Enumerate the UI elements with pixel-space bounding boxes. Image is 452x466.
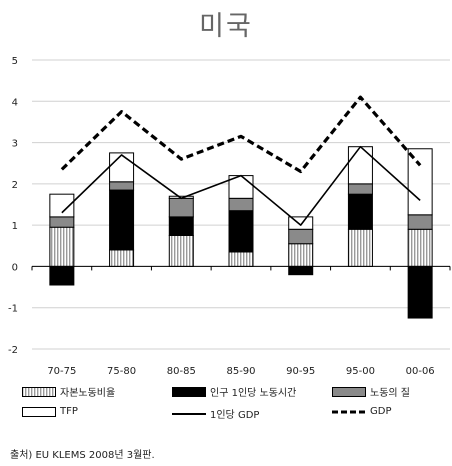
legend-item-per-capita-gdp: 1인당 GDP	[172, 406, 259, 421]
y-tick-label: -2	[8, 345, 18, 356]
legend-label: 자본노동비율	[60, 388, 116, 399]
white-swatch-icon	[22, 406, 56, 417]
legend-label: 인구 1인당 노동시간	[210, 388, 297, 399]
per-capita-gdp-line	[61, 145, 421, 226]
legend-label: 1인당 GDP	[210, 410, 260, 421]
bar-segment-hours	[288, 265, 314, 276]
legend-item-capital: 자본노동비율	[22, 384, 115, 399]
y-tick-label: 1	[12, 221, 18, 232]
chart-plot: -2 -1 0 1 2 3 4 5 70-75 75-80 80-85 85-90 90-95 95-00…	[8, 56, 451, 377]
bar-segment-hours	[49, 265, 75, 286]
bar-segment-tfp	[407, 148, 433, 216]
solid-line-icon	[172, 412, 206, 415]
bar-segment-hours	[347, 193, 373, 230]
x-tick-label: 75-80	[107, 366, 136, 377]
legend-item-quality: 노동의 질	[332, 384, 410, 399]
bar-segment-tfp	[109, 152, 135, 183]
gray-swatch-icon	[332, 386, 366, 397]
y-tick-label: 3	[12, 139, 18, 150]
y-tick-label: -1	[8, 304, 18, 315]
dashed-line-icon	[332, 410, 366, 413]
legend-item-tfp: TFP	[22, 406, 78, 417]
y-tick-label: 0	[12, 262, 18, 273]
bar-segment-quality	[49, 216, 75, 228]
axis-layer: -2 -1 0 1 2 3 4 5 70-75 75-80 80-85 85-90 90-95 95-00…	[8, 56, 451, 377]
bar-segment-quality	[228, 197, 254, 212]
legend-item-gdp: GDP	[332, 406, 391, 417]
chart-title: 미국	[199, 11, 253, 42]
black-swatch-icon	[172, 386, 206, 397]
source-note: 출처) EU KLEMS 2008년 3월판.	[10, 450, 155, 461]
bar-segment-hours	[407, 265, 433, 319]
bar-segment-quality	[109, 181, 135, 191]
y-tick-label: 4	[12, 97, 18, 108]
bar-segment-capital	[407, 228, 433, 267]
bar-segment-capital	[109, 249, 135, 267]
x-tick-label: 00-06	[406, 366, 435, 377]
y-tick-label: 5	[12, 56, 18, 67]
line-layer	[60, 95, 422, 226]
legend-label: TFP	[60, 406, 78, 417]
bar-segment-hours	[109, 189, 135, 251]
bar-segment-capital	[347, 228, 373, 267]
striped-swatch-icon	[22, 386, 56, 397]
x-tick-label: 90-95	[286, 366, 315, 377]
bar-segment-tfp	[347, 146, 373, 185]
bar-segment-hours	[228, 210, 254, 253]
bar-segment-capital	[168, 234, 194, 267]
legend-label: 노동의 질	[370, 388, 410, 399]
bar-segment-quality	[288, 228, 314, 245]
x-tick-label: 70-75	[47, 366, 76, 377]
bar-segment-capital	[49, 226, 75, 267]
x-tick-label: 85-90	[226, 366, 255, 377]
gdp-line	[60, 95, 422, 174]
x-tick-label: 95-00	[346, 366, 375, 377]
bar-layer	[49, 146, 433, 319]
legend-label: GDP	[370, 406, 392, 417]
bar-segment-hours	[168, 216, 194, 236]
bar-segment-tfp	[49, 193, 75, 218]
bar-segment-quality	[168, 197, 194, 218]
legend-item-hours: 인구 1인당 노동시간	[172, 384, 296, 399]
x-tick-label: 80-85	[167, 366, 196, 377]
bar-segment-quality	[347, 183, 373, 195]
bar-segment-capital	[288, 243, 314, 267]
bar-segment-capital	[228, 251, 254, 267]
bar-segment-quality	[407, 214, 433, 230]
y-tick-label: 2	[12, 180, 18, 191]
